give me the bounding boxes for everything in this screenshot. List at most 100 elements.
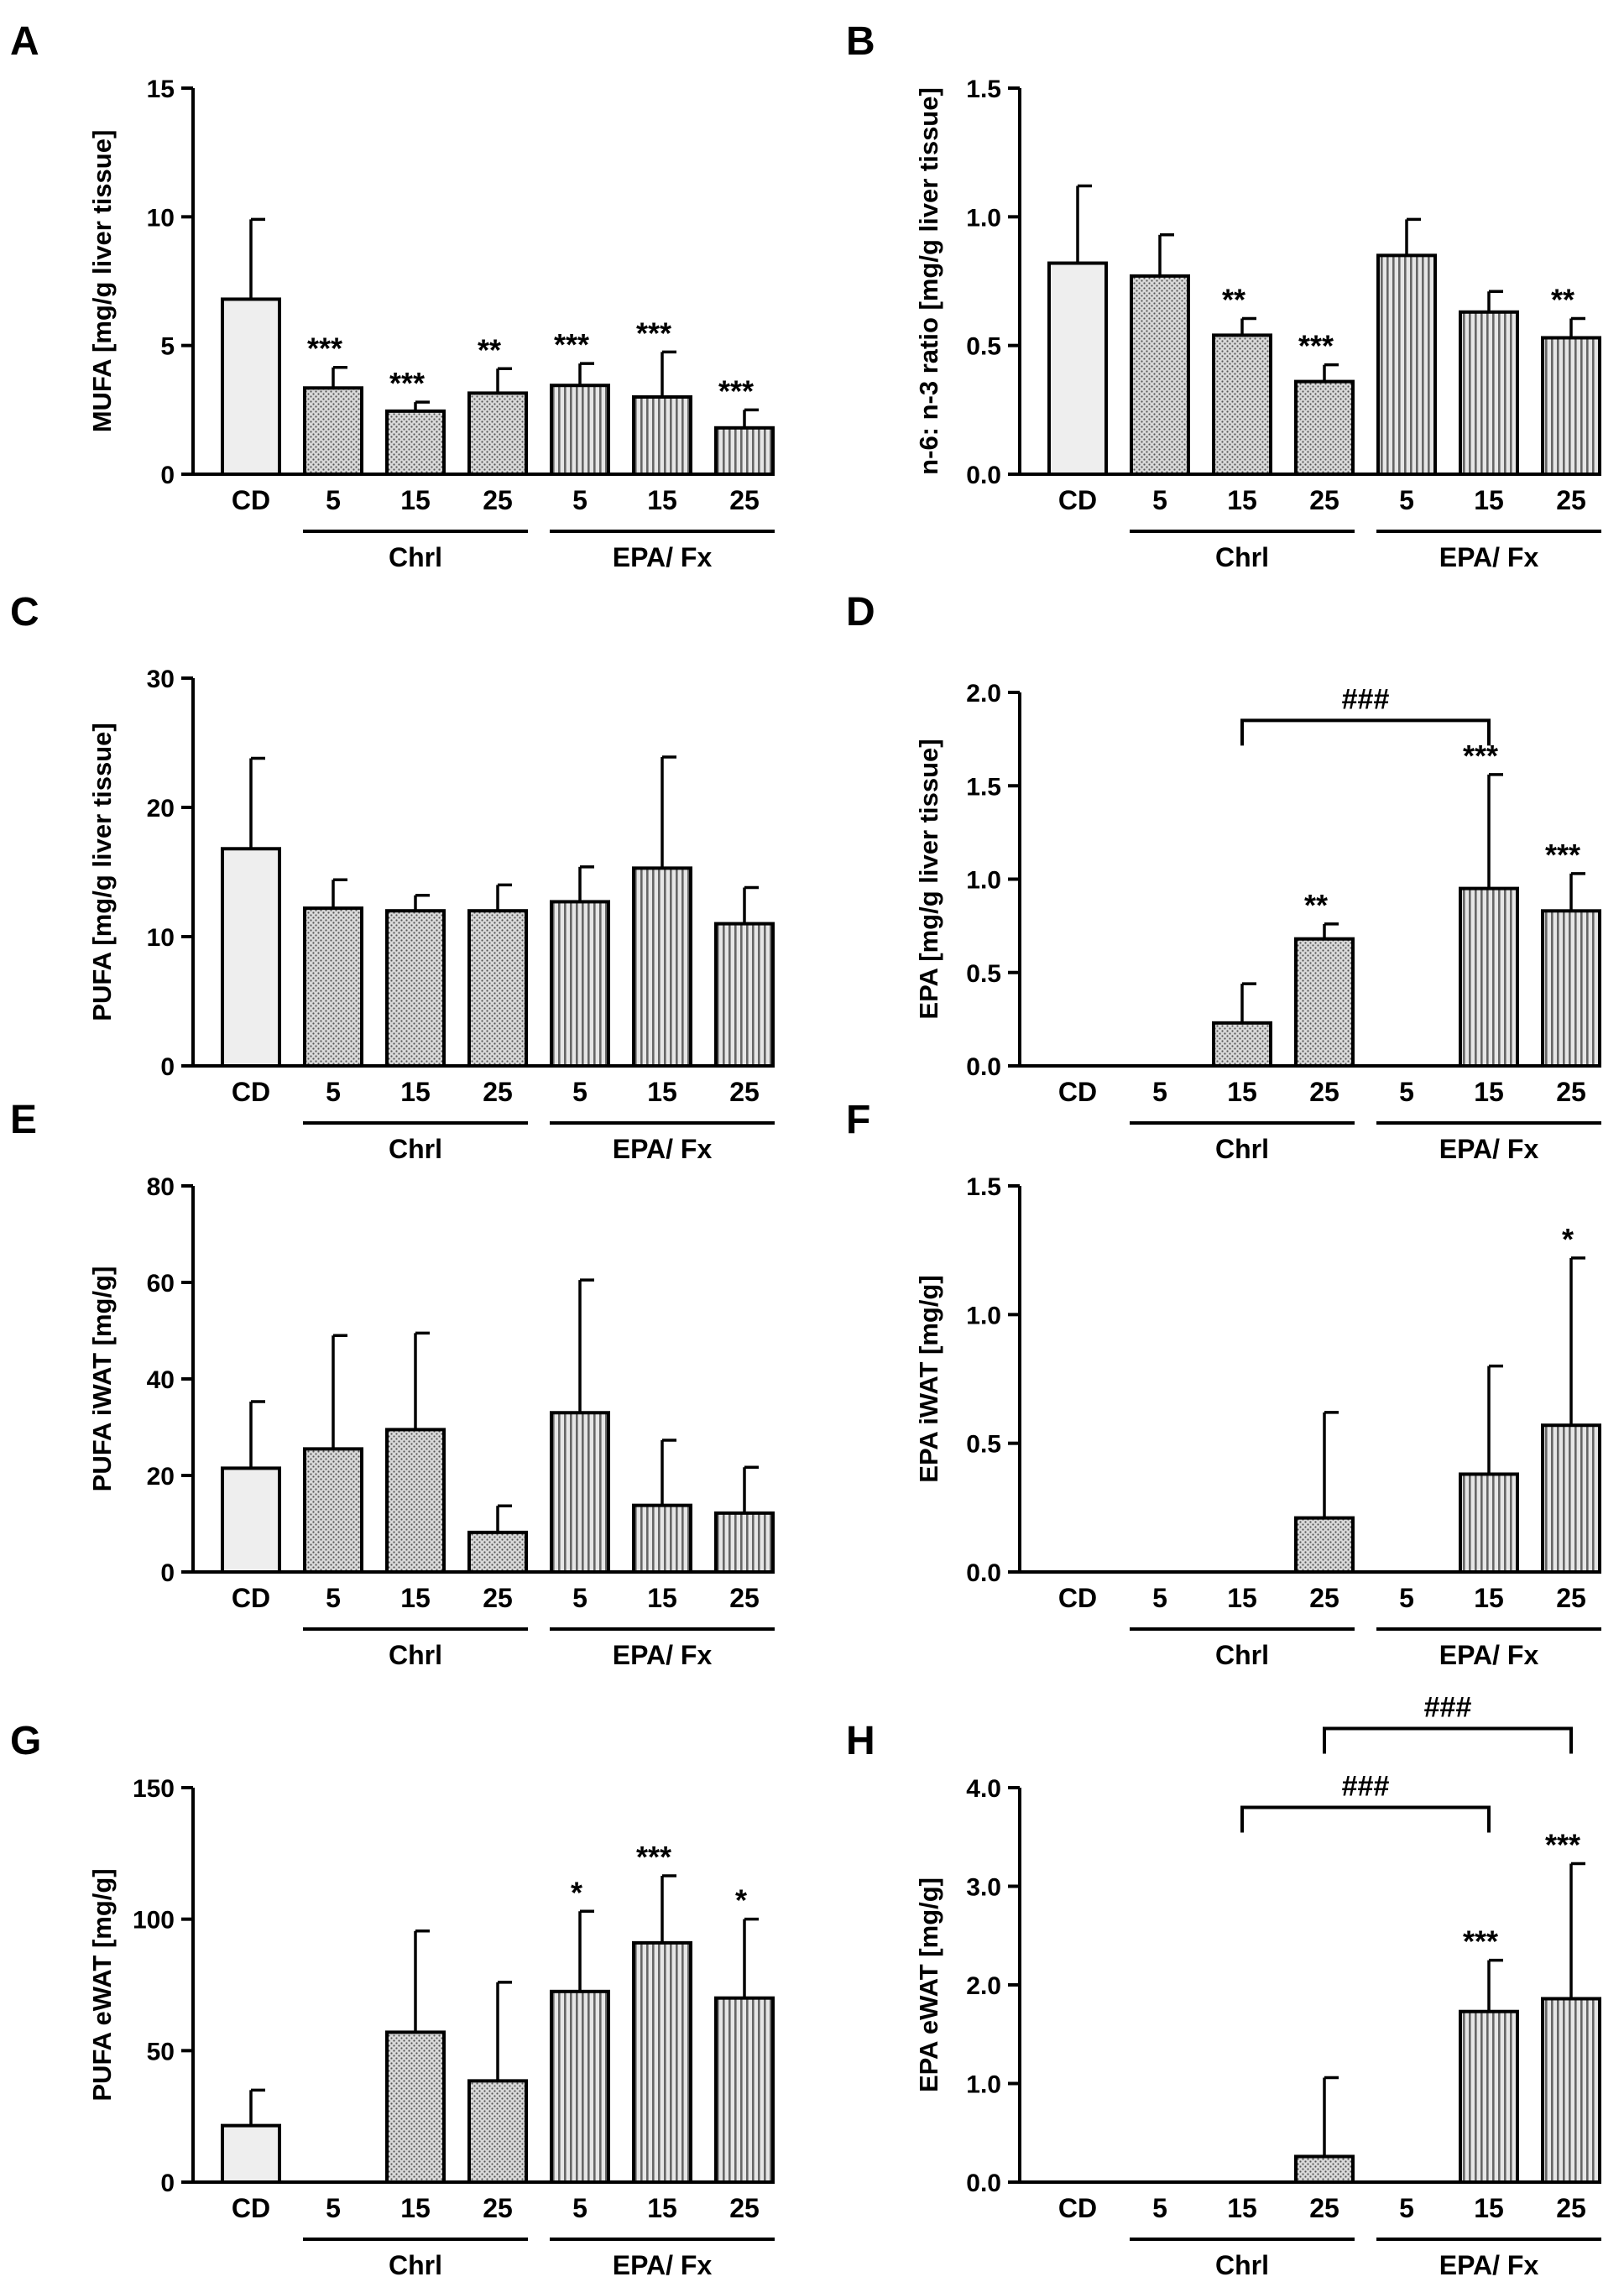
group-label: Chrl xyxy=(1215,542,1269,572)
y-tick-label: 20 xyxy=(147,1463,175,1491)
y-axis-title: EPA iWAT [mg/g] xyxy=(914,1275,943,1482)
x-category-label: CD xyxy=(1058,2193,1097,2223)
x-category-label: 15 xyxy=(400,485,431,515)
x-category-label: 5 xyxy=(326,2193,341,2223)
x-category-label: 25 xyxy=(729,485,760,515)
y-axis-title: EPA eWAT [mg/g] xyxy=(914,1877,943,2092)
bar xyxy=(714,922,775,1068)
panel-c: C 0 10 20 30 PUFA [mg/g liver tissue] CD 5 15 25 5… xyxy=(10,590,775,1164)
x-category-label: CD xyxy=(232,1583,270,1613)
significance-marker: *** xyxy=(718,373,754,408)
x-category-label: CD xyxy=(232,485,270,515)
group-label: EPA/ Fx xyxy=(613,2250,713,2280)
y-tick-label: 0.5 xyxy=(966,333,1001,361)
panel-letter: F xyxy=(846,1098,870,1142)
y-tick-label: 60 xyxy=(147,1270,175,1298)
y-tick-label: 0 xyxy=(160,2170,175,2197)
bar xyxy=(221,1466,281,1574)
bar xyxy=(221,2123,281,2184)
bar xyxy=(550,1989,610,2184)
bar xyxy=(1294,2154,1355,2184)
comparison-bracket xyxy=(1240,718,1491,746)
x-category-label: 15 xyxy=(1227,485,1257,515)
y-tick-label: 3.0 xyxy=(966,1874,1001,1902)
bar xyxy=(467,1530,528,1574)
x-category-label: 5 xyxy=(572,1077,587,1107)
y-tick-label: 10 xyxy=(147,924,175,952)
bar xyxy=(1541,909,1601,1068)
y-tick-label: 5 xyxy=(160,333,175,361)
bar xyxy=(303,906,363,1068)
y-tick-label: 1.0 xyxy=(966,2071,1001,2099)
bar xyxy=(467,909,528,1068)
bar xyxy=(1047,261,1108,476)
y-tick-label: 0.5 xyxy=(966,960,1001,988)
x-category-label: 5 xyxy=(1152,1077,1167,1107)
significance-marker: *** xyxy=(1545,1827,1580,1862)
y-tick-label: 100 xyxy=(133,1907,175,1935)
y-tick-label: 1.0 xyxy=(966,867,1001,895)
significance-marker: ** xyxy=(1222,282,1245,316)
x-category-label: CD xyxy=(232,1077,270,1107)
x-category-label: 25 xyxy=(1556,1583,1586,1613)
bar xyxy=(385,409,446,476)
bar xyxy=(632,1940,692,2185)
y-tick-label: 50 xyxy=(147,2038,175,2065)
x-category-label: 25 xyxy=(1309,1077,1339,1107)
bar xyxy=(550,1411,610,1574)
y-tick-label: 4.0 xyxy=(966,1775,1001,1803)
bar xyxy=(714,426,775,476)
y-tick-label: 0.0 xyxy=(966,1559,1001,1587)
panel-b: B*******0.00.51.01.5n-6: n-3 ratio [mg/g… xyxy=(846,19,1601,572)
significance-marker: *** xyxy=(636,316,671,350)
bar xyxy=(385,2030,446,2184)
bar xyxy=(221,847,281,1068)
x-category-label: CD xyxy=(1058,1077,1097,1107)
bar xyxy=(550,384,610,477)
bar xyxy=(1459,2009,1519,2185)
x-category-label: 25 xyxy=(729,2193,760,2223)
bar xyxy=(632,1503,692,1574)
bar xyxy=(1130,274,1190,476)
y-tick-label: 0.5 xyxy=(966,1431,1001,1459)
y-tick-label: 1.0 xyxy=(966,204,1001,232)
group-label: Chrl xyxy=(389,542,442,572)
bar xyxy=(1541,1997,1601,2184)
bar xyxy=(385,1428,446,1574)
x-category-label: 5 xyxy=(326,1077,341,1107)
x-category-label: 25 xyxy=(1556,485,1586,515)
group-label: EPA/ Fx xyxy=(1439,1134,1539,1164)
x-category-label: 5 xyxy=(572,485,587,515)
x-category-label: CD xyxy=(232,2193,270,2223)
bar xyxy=(1294,1516,1355,1574)
bar xyxy=(1212,1021,1272,1068)
y-tick-label: 1.5 xyxy=(966,76,1001,103)
bar xyxy=(714,1996,775,2185)
y-tick-label: 1.5 xyxy=(966,1173,1001,1201)
bar xyxy=(1541,336,1601,477)
comparison-label: ### xyxy=(1424,1692,1472,1724)
y-tick-label: 0.0 xyxy=(966,2170,1001,2197)
x-category-label: 25 xyxy=(1556,2193,1586,2223)
x-category-label: 15 xyxy=(1227,2193,1257,2223)
bar xyxy=(303,386,363,476)
x-category-label: 25 xyxy=(483,1077,513,1107)
y-axis-title: PUFA [mg/g liver tissue] xyxy=(87,723,117,1021)
y-axis-title: MUFA [mg/g liver tissue] xyxy=(87,130,117,433)
comparison-label: ### xyxy=(1342,1771,1390,1803)
bar xyxy=(632,866,692,1068)
significance-marker: ** xyxy=(478,332,501,367)
x-category-label: 15 xyxy=(1227,1583,1257,1613)
x-category-label: 25 xyxy=(1309,1583,1339,1613)
group-label: Chrl xyxy=(389,2250,442,2280)
bar xyxy=(467,2079,528,2185)
group-label: Chrl xyxy=(389,1640,442,1670)
panel-letter: E xyxy=(10,1098,37,1142)
x-category-label: 25 xyxy=(1556,1077,1586,1107)
x-category-label: 5 xyxy=(1399,1583,1414,1613)
bar xyxy=(1459,310,1519,476)
x-category-label: 15 xyxy=(647,2193,677,2223)
bar xyxy=(467,391,528,476)
x-category-label: 5 xyxy=(1399,485,1414,515)
y-axis-title: PUFA eWAT [mg/g] xyxy=(87,1868,117,2101)
